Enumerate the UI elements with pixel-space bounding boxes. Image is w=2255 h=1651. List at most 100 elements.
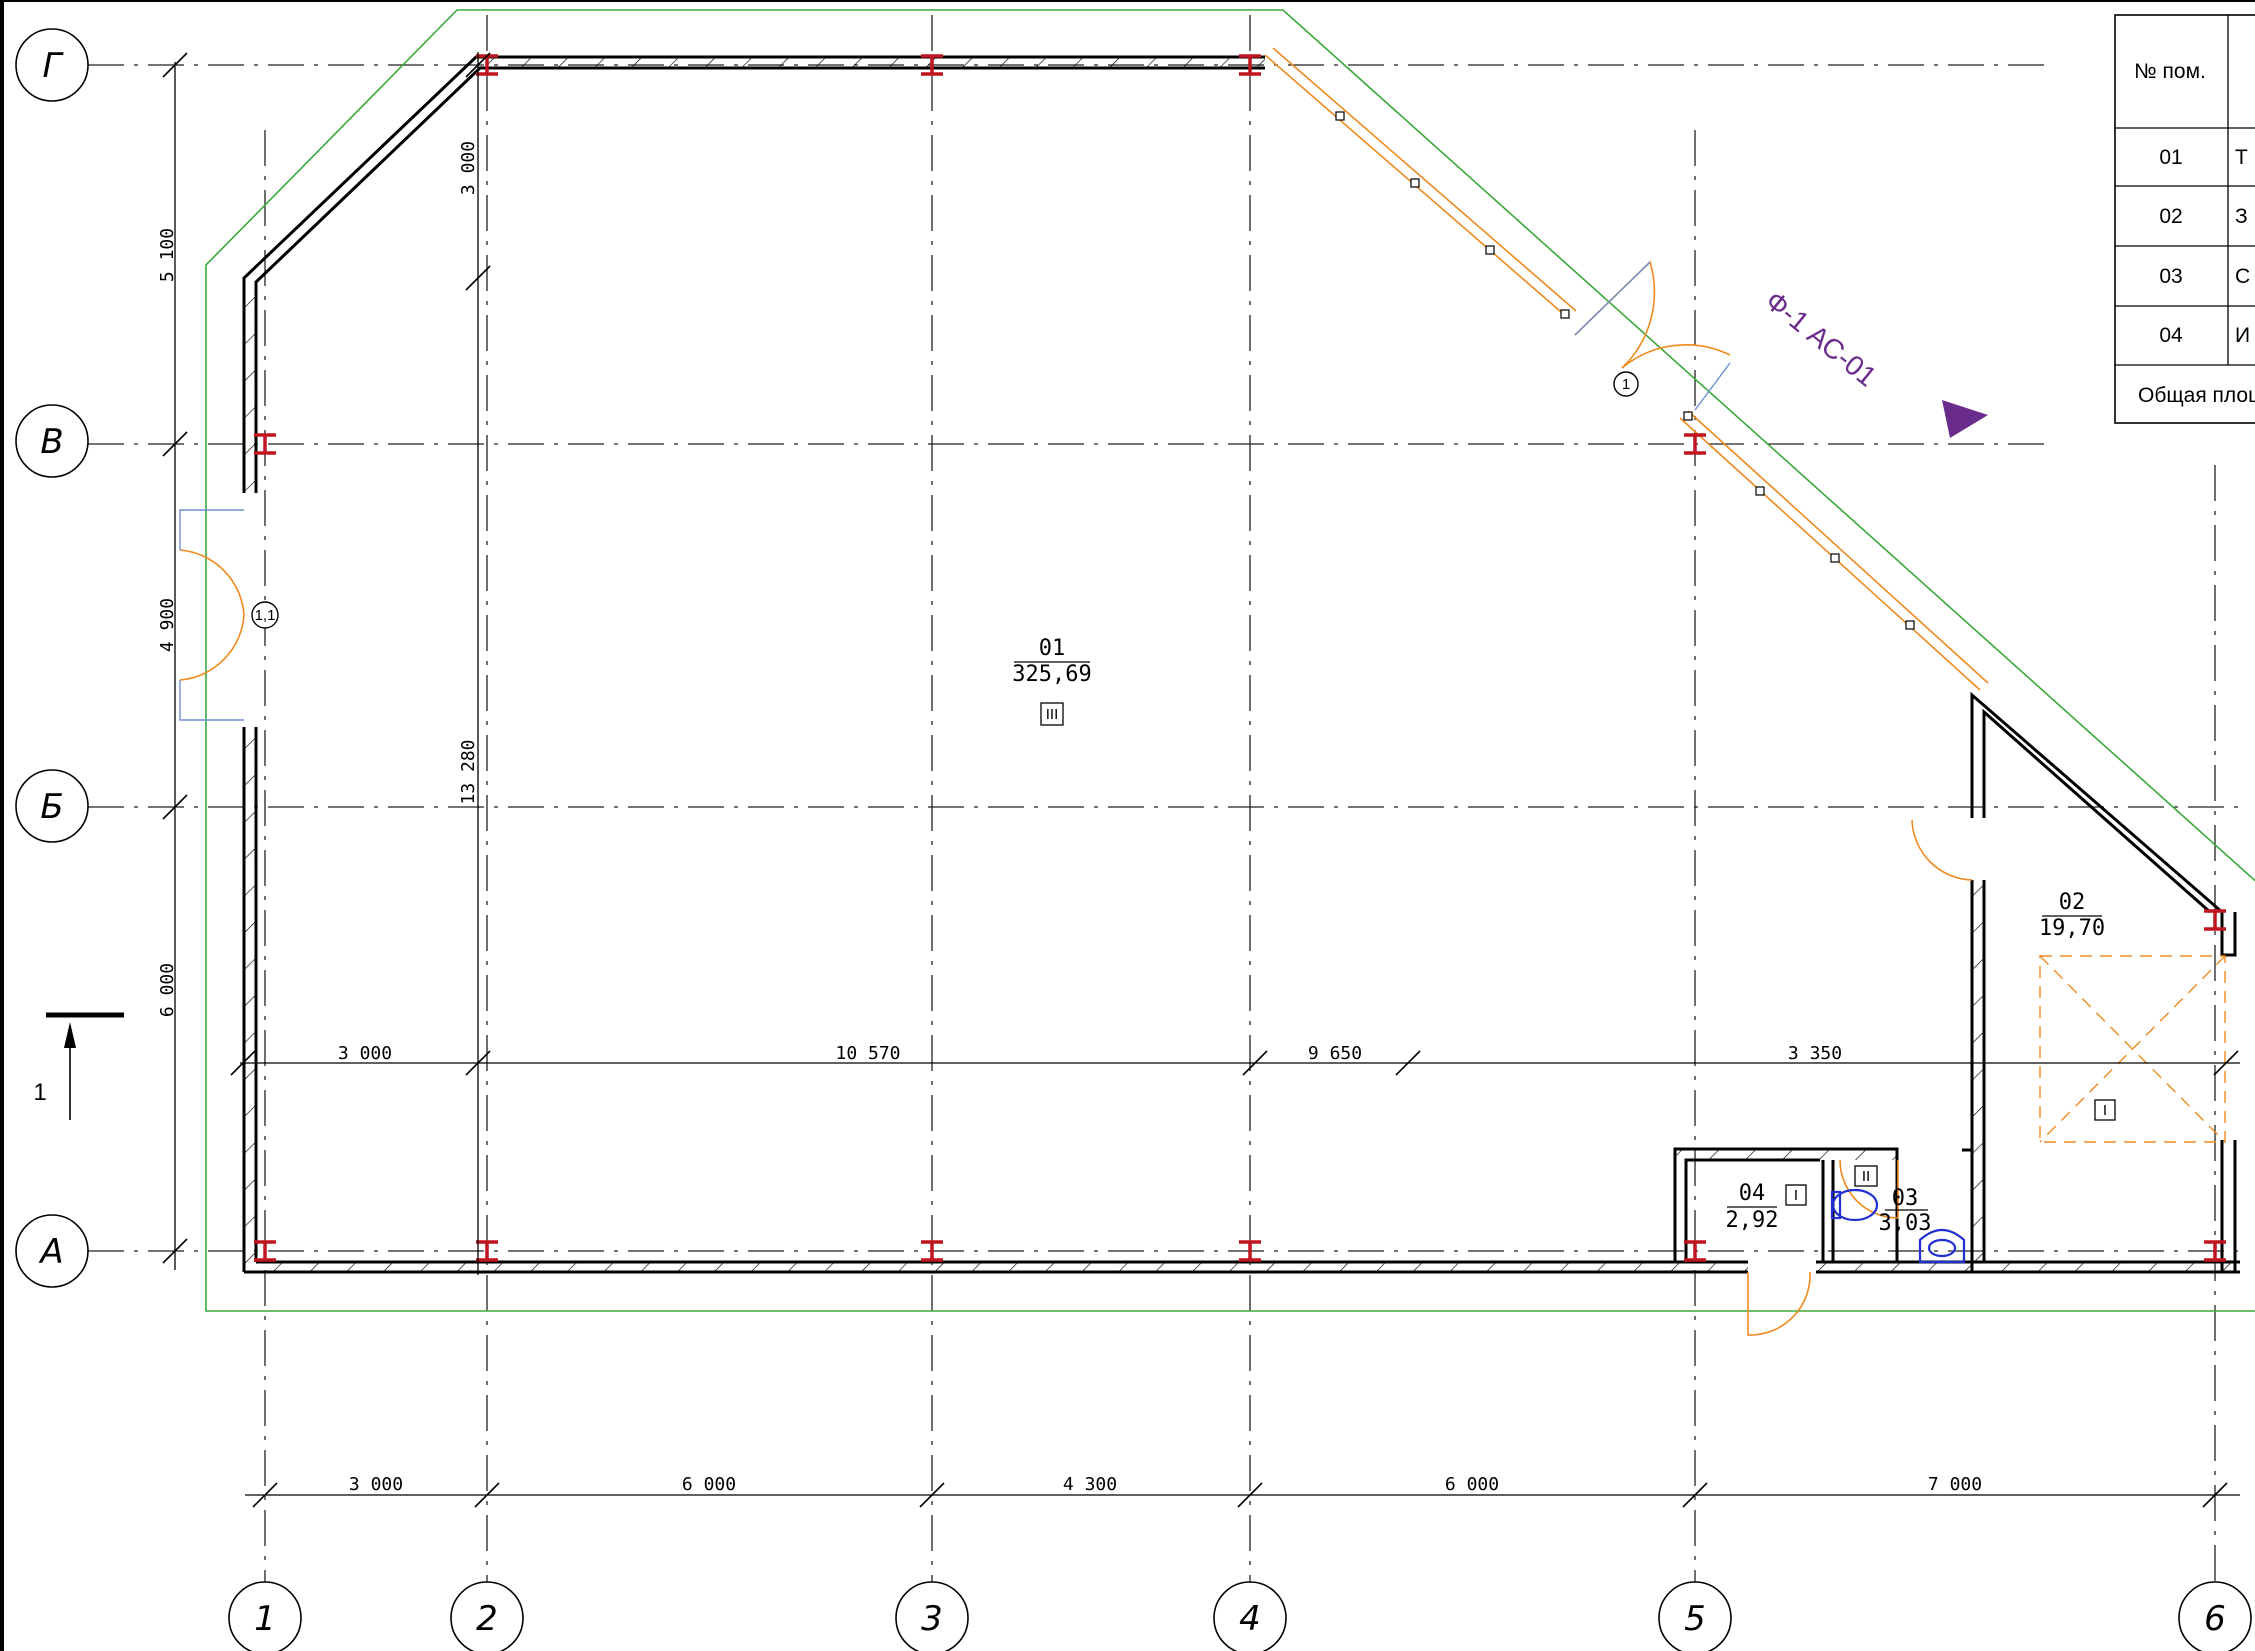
svg-text:А: А: [38, 1232, 63, 1272]
svg-text:1: 1: [254, 1599, 276, 1639]
section-mark-1[interactable]: 1: [33, 1012, 124, 1120]
svg-text:2,92: 2,92: [1726, 1208, 1779, 1233]
table-row-01: 01: [2159, 146, 2182, 169]
dimension-tick: [252, 1482, 278, 1508]
svg-text:3,03: 3,03: [1879, 1211, 1932, 1236]
dimension-tick: [465, 52, 491, 78]
building-contour: [205, 9, 2255, 1312]
dimension-tick: [919, 1482, 945, 1508]
table-row-03-name: С: [2235, 265, 2250, 288]
dim-mid-3: 9 650: [1308, 1043, 1362, 1064]
dimension-tick: [162, 1238, 188, 1264]
door-mark-1[interactable]: 1: [1613, 371, 1639, 397]
columns: [254, 54, 2226, 1262]
axis-bubble-V[interactable]: В: [15, 404, 89, 478]
dimension-lines: [174, 52, 2240, 1496]
table-row-01-name: Т: [2235, 146, 2248, 169]
dimension-tick: [465, 1050, 491, 1076]
toilet-icon: [1830, 1188, 1879, 1222]
dimension-tick: [1237, 1482, 1263, 1508]
svg-text:19,70: 19,70: [2039, 916, 2105, 941]
room-04-category: I: [1794, 1187, 1798, 1204]
svg-text:1: 1: [1622, 376, 1630, 393]
dimension-tick: [474, 1482, 500, 1508]
svg-text:02: 02: [2059, 890, 2086, 915]
dim-bottom-1: 3 000: [349, 1474, 403, 1495]
dim-mid-2: 10 570: [835, 1043, 900, 1064]
wall-hatching: [244, 57, 2240, 1272]
svg-text:4: 4: [1239, 1599, 1261, 1639]
door-mark-1-1[interactable]: 1,1: [251, 601, 279, 629]
room-01-category: III: [1046, 706, 1059, 723]
table-row-04: 04: [2159, 324, 2183, 347]
svg-text:3: 3: [921, 1599, 943, 1639]
axis-bubble-2[interactable]: 2: [450, 1581, 524, 1651]
dim-mid-4: 3 350: [1788, 1043, 1842, 1064]
room-label-04[interactable]: 04 2,92 I: [1726, 1181, 1807, 1233]
dimension-tick: [230, 1050, 256, 1076]
grid-lines: [88, 15, 2240, 1588]
table-row-03: 03: [2159, 265, 2182, 288]
dim-bottom-5: 7 000: [1928, 1474, 1982, 1495]
axis-bubble-A[interactable]: А: [15, 1214, 89, 1288]
room-label-01[interactable]: 01 325,69 III: [1012, 636, 1092, 726]
ceiling-opening: [2039, 955, 2226, 1143]
svg-text:04: 04: [1739, 1181, 1766, 1206]
dim-bottom-3: 4 300: [1063, 1474, 1117, 1495]
dimension-tick: [1242, 1050, 1268, 1076]
svg-text:Б: Б: [40, 787, 63, 827]
svg-text:03: 03: [1892, 1186, 1919, 1211]
axis-bubble-6[interactable]: 6: [2178, 1581, 2252, 1651]
svg-text:1,1: 1,1: [255, 607, 276, 624]
axis-bubble-3[interactable]: 3: [895, 1581, 969, 1651]
facade-arrow-icon: [1942, 400, 1988, 438]
walls: [242, 55, 2240, 1274]
dimension-ticks: [162, 52, 2239, 1508]
dimension-tick: [1395, 1050, 1421, 1076]
table-header: № пом.: [2134, 60, 2206, 83]
svg-text:325,69: 325,69: [1012, 662, 1091, 687]
axis-bubble-G[interactable]: Г: [15, 28, 89, 102]
svg-text:Ф-1 АС-01: Ф-1 АС-01: [1760, 285, 1883, 393]
dim-inner-2: 13 280: [458, 739, 479, 804]
dim-left-3: 6 000: [157, 963, 178, 1017]
dim-bottom-2: 6 000: [682, 1474, 736, 1495]
dim-inner-1: 3 000: [458, 141, 479, 195]
svg-text:5: 5: [1684, 1599, 1706, 1639]
dimension-tick: [465, 265, 491, 291]
dimension-tick: [162, 794, 188, 820]
axis-bubble-4[interactable]: 4: [1213, 1581, 1287, 1651]
room-label-03[interactable]: 03 3,03 II: [1854, 1165, 1932, 1236]
svg-text:Г: Г: [43, 46, 65, 86]
dimension-tick: [2202, 1482, 2228, 1508]
axis-bubble-5[interactable]: 5: [1658, 1581, 1732, 1651]
dim-mid-1: 3 000: [338, 1043, 392, 1064]
svg-text:В: В: [40, 422, 63, 462]
dim-bottom-4: 6 000: [1445, 1474, 1499, 1495]
table-row-04-name: И: [2235, 324, 2250, 347]
dimension-tick: [2213, 1050, 2239, 1076]
svg-text:2: 2: [476, 1599, 498, 1639]
doors: [179, 260, 1973, 1336]
dim-left-2: 4 900: [157, 598, 178, 652]
dimension-tick: [162, 52, 188, 78]
table-row-02-name: З: [2235, 205, 2248, 228]
svg-text:01: 01: [1039, 636, 1066, 661]
svg-text:6: 6: [2204, 1599, 2226, 1639]
dimension-tick: [1682, 1482, 1708, 1508]
table-footer: Общая площ: [2138, 384, 2255, 407]
room-02-category: I: [2103, 1102, 2107, 1119]
explication-table: № пом. 01 02 03 04 Т З С И Общая площ: [2114, 14, 2255, 424]
facade-reference[interactable]: Ф-1 АС-01: [1760, 285, 1988, 438]
svg-text:1: 1: [33, 1079, 46, 1106]
dimension-tick: [162, 431, 188, 457]
room-03-category: II: [1862, 1168, 1870, 1185]
door-leaves: [179, 261, 1731, 721]
axis-bubble-1[interactable]: 1: [228, 1581, 302, 1651]
axis-bubble-B[interactable]: Б: [15, 769, 89, 843]
room-label-02[interactable]: 02 19,70 I: [2039, 890, 2116, 1121]
table-row-02: 02: [2159, 205, 2182, 228]
curtain-wall-mullions: [1335, 111, 1915, 630]
